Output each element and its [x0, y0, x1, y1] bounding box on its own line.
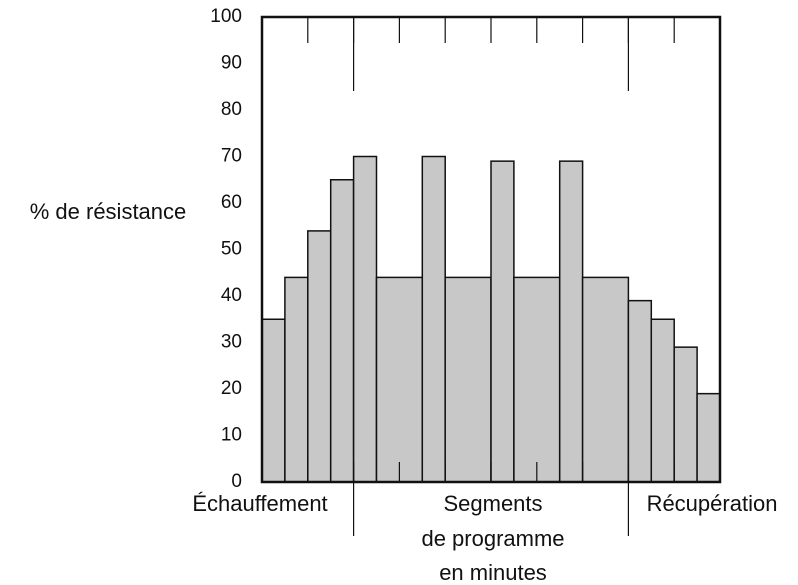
step-bar	[307, 230, 332, 483]
phase-label: Échauffement	[192, 491, 327, 516]
step-bar	[581, 276, 630, 483]
y-tick-label: 100	[210, 6, 242, 27]
phase-label: de programme	[421, 526, 564, 551]
step-bar	[673, 346, 698, 483]
step-bar	[375, 276, 424, 483]
step-bar	[558, 160, 584, 483]
y-tick-label: 40	[221, 285, 242, 306]
y-tick-label: 80	[221, 99, 242, 120]
step-bar	[261, 318, 286, 483]
phase-label: en minutes	[439, 560, 547, 585]
y-tick-label: 70	[221, 146, 242, 167]
y-tick-label: 20	[221, 378, 242, 399]
step-bar	[513, 276, 561, 483]
y-tick-label: 50	[221, 239, 242, 260]
phase-label: Récupération	[647, 491, 778, 516]
y-tick-label: 90	[221, 53, 242, 74]
y-tick-label: 10	[221, 425, 242, 446]
step-bar	[696, 392, 721, 483]
step-bar	[284, 276, 309, 483]
step-bar	[627, 299, 653, 483]
step-bar	[490, 160, 515, 483]
phase-label: Segments	[443, 491, 542, 516]
y-axis-label: % de résistance	[30, 199, 187, 224]
y-tick-label: 30	[221, 332, 242, 353]
step-bar	[352, 155, 378, 483]
plot-frame	[260, 15, 722, 484]
step-bar	[650, 318, 675, 483]
step-bar	[444, 276, 492, 483]
step-bar	[329, 179, 355, 483]
y-tick-label: 0	[231, 471, 242, 492]
y-tick-label: 60	[221, 192, 242, 213]
step-bar	[421, 155, 446, 483]
